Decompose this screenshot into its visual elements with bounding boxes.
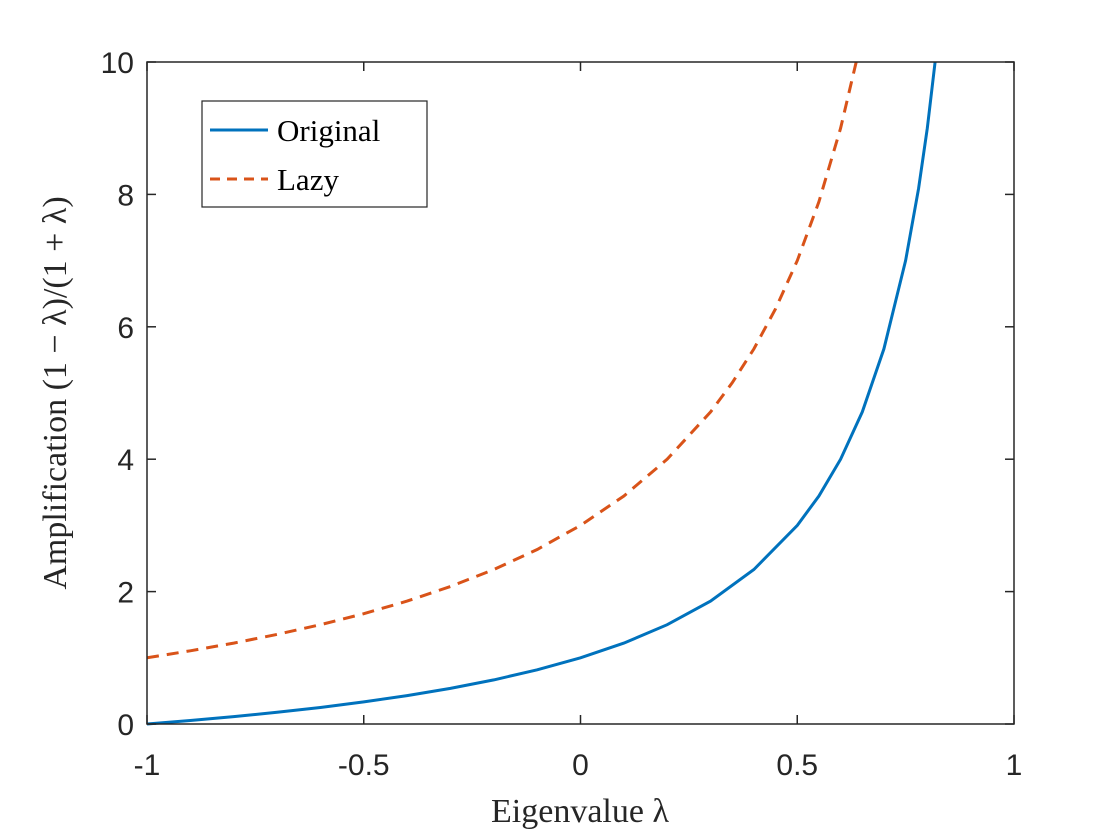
y-tick-label: 0 bbox=[117, 709, 134, 742]
x-tick-label: 0.5 bbox=[776, 749, 818, 782]
y-tick-label: 8 bbox=[117, 179, 134, 212]
series-line-original bbox=[147, 61, 937, 726]
x-tick-label: -0.5 bbox=[338, 749, 390, 782]
y-tick-label: 4 bbox=[117, 444, 134, 477]
legend-label-lazy: Lazy bbox=[277, 162, 339, 197]
legend-box bbox=[201, 100, 428, 208]
x-axis-label: Eigenvalue λ bbox=[491, 793, 669, 830]
x-tick-label: 0 bbox=[572, 749, 589, 782]
series-line-lazy bbox=[147, 61, 858, 660]
y-axis-label: Amplification (1 − λ)/(1 + λ) bbox=[37, 196, 74, 589]
y-tick-label: 2 bbox=[117, 577, 134, 610]
x-tick-label: 1 bbox=[1006, 749, 1023, 782]
x-tick-label: -1 bbox=[134, 749, 161, 782]
legend: Original Lazy bbox=[201, 100, 428, 208]
legend-label-original: Original bbox=[277, 113, 380, 148]
y-tick-label: 10 bbox=[101, 47, 134, 80]
y-tick-label: 6 bbox=[117, 312, 134, 345]
